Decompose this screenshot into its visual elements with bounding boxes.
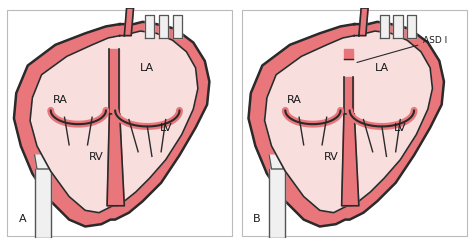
Polygon shape <box>342 114 359 206</box>
Polygon shape <box>173 15 182 38</box>
Text: LA: LA <box>375 63 389 73</box>
Polygon shape <box>380 15 389 38</box>
Polygon shape <box>264 31 432 213</box>
Polygon shape <box>407 15 416 38</box>
Text: A: A <box>18 214 26 224</box>
Polygon shape <box>145 15 154 38</box>
Polygon shape <box>344 77 353 114</box>
Polygon shape <box>393 15 402 38</box>
Text: LV: LV <box>394 123 407 133</box>
Polygon shape <box>269 169 285 238</box>
Text: RA: RA <box>53 95 67 105</box>
Polygon shape <box>107 114 124 206</box>
Polygon shape <box>248 22 444 227</box>
Text: RA: RA <box>287 95 302 105</box>
Polygon shape <box>35 155 51 169</box>
Text: LV: LV <box>159 123 172 133</box>
Text: RV: RV <box>90 153 104 163</box>
Polygon shape <box>35 169 51 238</box>
Polygon shape <box>269 155 285 169</box>
Polygon shape <box>14 22 210 227</box>
Polygon shape <box>109 49 118 114</box>
Polygon shape <box>344 49 353 59</box>
Text: B: B <box>253 214 261 224</box>
Text: RV: RV <box>324 153 338 163</box>
Text: LA: LA <box>140 63 155 73</box>
Text: ASD I: ASD I <box>357 36 447 62</box>
Polygon shape <box>159 15 168 38</box>
Polygon shape <box>359 8 368 36</box>
Polygon shape <box>124 8 134 36</box>
Polygon shape <box>30 31 198 213</box>
